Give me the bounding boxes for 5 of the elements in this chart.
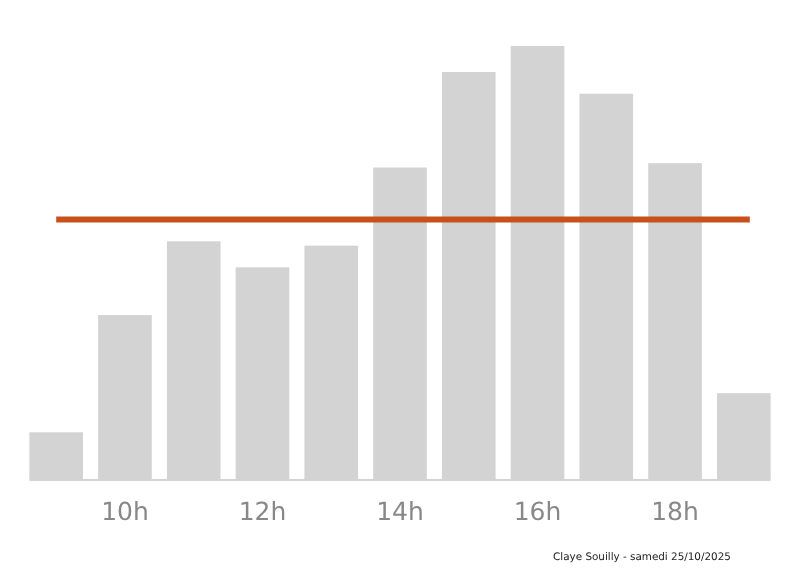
x-tick-label: 10h — [101, 496, 149, 526]
x-tick-label: 18h — [651, 496, 699, 526]
x-tick-label: 14h — [376, 496, 424, 526]
x-tick-label: 16h — [513, 496, 562, 526]
x-tick-label: 12h — [238, 496, 287, 526]
